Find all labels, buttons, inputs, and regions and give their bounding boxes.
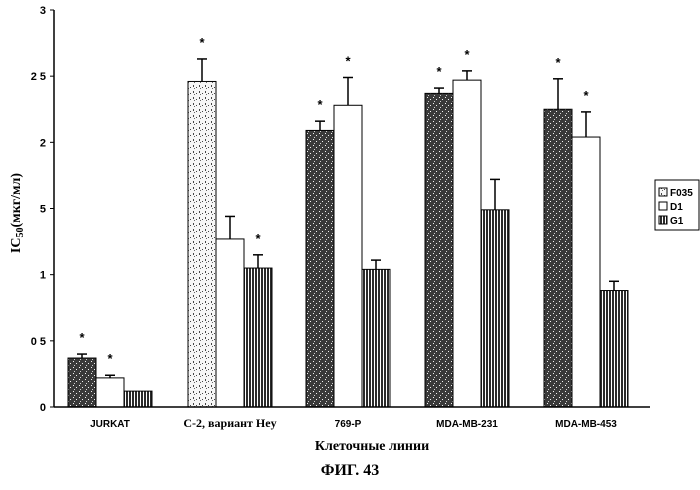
- bar-g1-1: [244, 268, 272, 407]
- bar-g1-2: [362, 269, 390, 407]
- significance-star: *: [79, 330, 85, 345]
- bar-f035-0: [68, 358, 96, 407]
- legend: F035 D1 G1: [655, 180, 699, 230]
- bar-f035-1: [188, 81, 216, 407]
- x-category-label: MDA-MB-453: [555, 419, 617, 430]
- bar-d1-1: [216, 239, 244, 407]
- x-category-label: JURKAT: [90, 419, 130, 430]
- bar-d1-0: [96, 378, 124, 407]
- x-category-label: MDA-MB-231: [436, 419, 498, 430]
- bar-f035-4: [544, 109, 572, 407]
- y-tick-label: 0 5: [31, 336, 46, 348]
- bar-d1-3: [453, 80, 481, 407]
- significance-star: *: [317, 97, 323, 112]
- legend-swatch-d1: [659, 202, 667, 210]
- x-axis-label: Клеточные линии: [315, 439, 429, 454]
- y-tick-label: 2: [40, 137, 46, 149]
- significance-star: *: [583, 88, 589, 103]
- significance-star: *: [464, 47, 470, 62]
- y-tick-label: 3: [40, 5, 46, 17]
- significance-star: *: [345, 53, 351, 68]
- bar-d1-2: [334, 105, 362, 407]
- y-tick-label: 5: [40, 204, 46, 216]
- significance-star: *: [436, 64, 442, 79]
- legend-label: G1: [670, 216, 684, 227]
- bar-g1-3: [481, 210, 509, 407]
- legend-swatch-g1: [659, 216, 667, 224]
- y-tick-label: 0: [40, 402, 46, 414]
- svg-text:IC50(мкг/мл): IC50(мкг/мл): [9, 173, 26, 253]
- significance-star: *: [199, 35, 205, 50]
- significance-star: *: [255, 231, 261, 246]
- y-tick-label: 1: [40, 270, 46, 282]
- y-tick-label: 2 5: [31, 71, 46, 83]
- y-axis-label: IC50(мкг/мл): [9, 173, 26, 253]
- x-category-label: 769-P: [335, 419, 362, 430]
- figure-caption: ФИГ. 43: [0, 462, 700, 480]
- legend-swatch-f035: [659, 188, 667, 196]
- x-category-label: C-2, вариант Hey: [183, 416, 276, 430]
- significance-star: *: [107, 351, 113, 366]
- significance-star: *: [555, 55, 561, 70]
- y-axis-label-subscript: 50: [15, 228, 26, 238]
- bar-g1-4: [600, 291, 628, 407]
- bar-f035-2: [306, 130, 334, 407]
- bar-f035-3: [425, 93, 453, 407]
- legend-label: F035: [670, 188, 693, 199]
- bar-g1-0: [124, 391, 152, 407]
- bar-d1-4: [572, 137, 600, 407]
- legend-label: D1: [670, 202, 683, 213]
- bar-chart: IC50(мкг/мл) 0 0 5 1 5 2 2 5 3 * * * * * * * * * * JURK…: [0, 0, 700, 460]
